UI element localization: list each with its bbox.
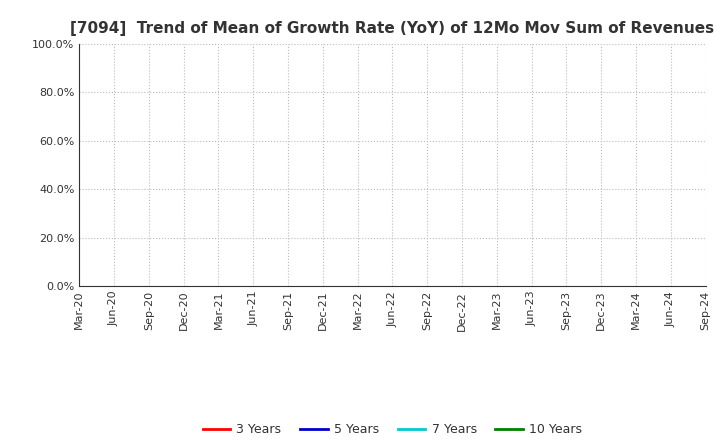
Legend: 3 Years, 5 Years, 7 Years, 10 Years: 3 Years, 5 Years, 7 Years, 10 Years xyxy=(198,418,587,440)
Title: [7094]  Trend of Mean of Growth Rate (YoY) of 12Mo Mov Sum of Revenues: [7094] Trend of Mean of Growth Rate (YoY… xyxy=(71,21,714,36)
